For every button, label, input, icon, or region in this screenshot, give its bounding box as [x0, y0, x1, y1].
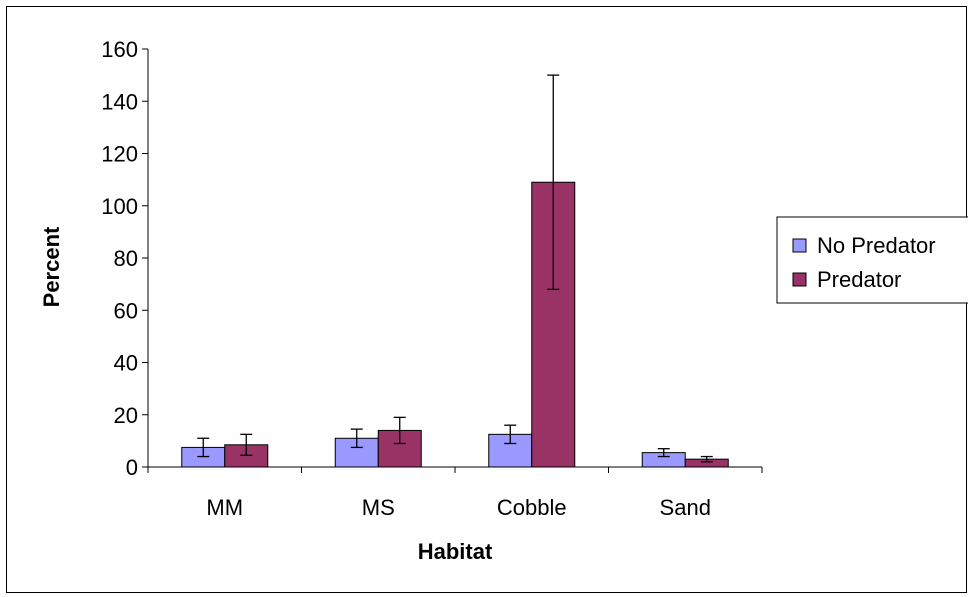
y-axis: 0 20 40 60 80 100 120 140 160: [101, 37, 149, 480]
x-tick-label-sand: Sand: [660, 495, 711, 520]
y-tick-label: 80: [114, 246, 138, 271]
x-tick-label-ms: MS: [362, 495, 395, 520]
x-tick-label-mm: MM: [206, 495, 243, 520]
legend-swatch-no-predator: [792, 238, 807, 253]
error-bar-predator-ms: [393, 416, 406, 445]
bars: [181, 181, 729, 468]
legend: No Predator Predator: [776, 216, 968, 304]
x-axis-title: Habitat: [418, 539, 493, 564]
y-tick-label: 40: [114, 351, 138, 376]
error-bar-no-predator-cobble: [504, 424, 517, 445]
legend-label-predator: Predator: [817, 267, 901, 292]
y-axis-title: Percent: [39, 226, 64, 307]
chart-frame: 0 20 40 60 80 100 120 140 160 MM MS Cobble Sand Per…: [6, 6, 968, 593]
y-tick-label: 100: [101, 194, 138, 219]
y-tick-label: 20: [114, 403, 138, 428]
x-axis: MM MS Cobble Sand: [147, 466, 763, 520]
legend-border: [776, 216, 968, 304]
y-tick-label: 140: [101, 89, 138, 114]
legend-label-no-predator: No Predator: [817, 233, 936, 258]
y-tick-label: 60: [114, 298, 138, 323]
y-tick-label: 120: [101, 142, 138, 167]
bar-chart: 0 20 40 60 80 100 120 140 160 MM MS Cobble Sand Per…: [39, 37, 968, 564]
x-tick-label-cobble: Cobble: [497, 495, 567, 520]
error-bar-predator-cobble: [547, 74, 560, 291]
y-tick-label: 160: [101, 37, 138, 62]
y-tick-label: 0: [126, 455, 138, 480]
error-bar-no-predator-sand: [657, 448, 670, 458]
error-bar-predator-mm: [240, 433, 253, 456]
legend-swatch-predator: [792, 272, 807, 287]
error-bar-no-predator-ms: [350, 428, 363, 449]
error-bar-predator-sand: [700, 455, 713, 463]
error-bars: [197, 74, 713, 463]
error-bar-no-predator-mm: [197, 437, 210, 458]
